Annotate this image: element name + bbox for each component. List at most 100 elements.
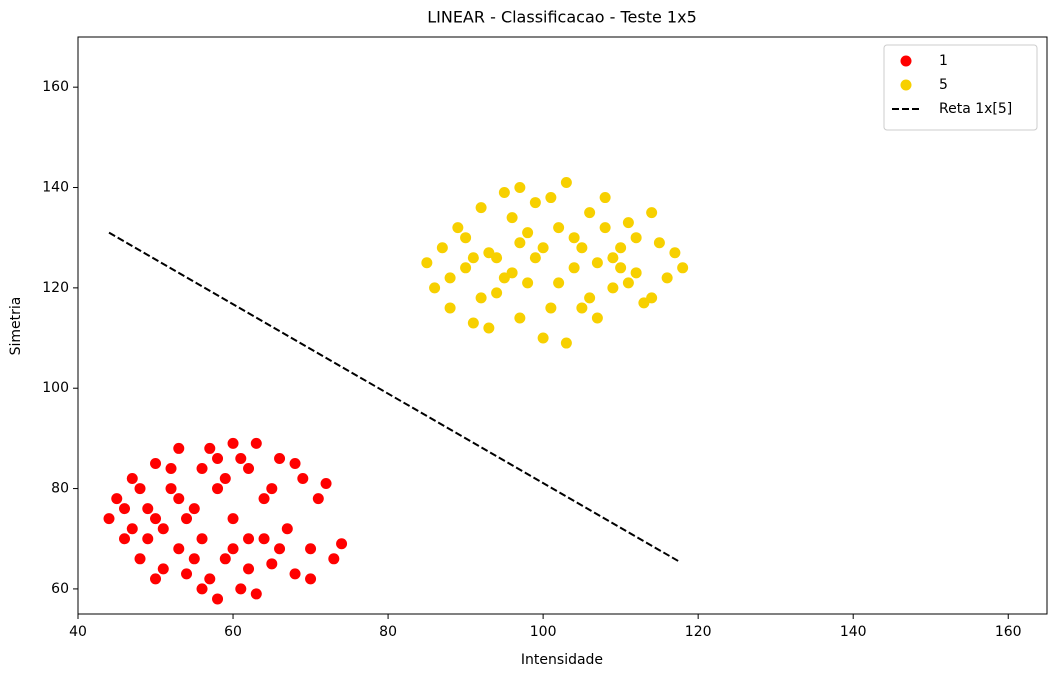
scatter-point: [181, 513, 193, 525]
scatter-point: [514, 182, 526, 194]
scatter-point: [545, 302, 557, 314]
x-axis-label: Intensidade: [521, 652, 603, 668]
scatter-point: [646, 292, 658, 304]
scatter-point: [336, 538, 348, 550]
y-tick-label: 120: [42, 280, 69, 296]
scatter-point: [219, 473, 231, 485]
scatter-point: [498, 187, 510, 199]
scatter-point: [289, 568, 301, 580]
x-tick-label: 40: [69, 624, 87, 640]
scatter-point: [576, 242, 588, 254]
scatter-point: [576, 302, 588, 314]
scatter-point: [305, 543, 317, 555]
scatter-point: [243, 533, 255, 545]
scatter-point: [103, 513, 115, 525]
plot-area: [103, 177, 689, 605]
scatter-point: [157, 523, 169, 535]
scatter-point: [599, 222, 611, 234]
scatter-point: [134, 483, 146, 495]
scatter-point: [599, 192, 611, 204]
scatter-point: [235, 452, 247, 464]
scatter-point: [553, 277, 565, 289]
scatter-point: [460, 262, 472, 274]
scatter-point: [421, 257, 433, 269]
scatter-point: [188, 503, 200, 515]
scatter-point: [212, 593, 224, 605]
scatter-point: [258, 493, 270, 505]
scatter-point: [669, 247, 681, 259]
scatter-point: [591, 312, 603, 324]
scatter-point: [568, 232, 580, 244]
scatter-point: [196, 533, 208, 545]
scatter-point: [537, 332, 549, 344]
scatter-point: [250, 437, 262, 449]
scatter-point: [250, 588, 262, 600]
scatter-point: [630, 267, 642, 279]
scatter-point: [173, 543, 185, 555]
scatter-point: [165, 483, 177, 495]
scatter-point: [134, 553, 146, 565]
scatter-point: [677, 262, 689, 274]
scatter-point: [560, 177, 572, 189]
scatter-point: [126, 523, 138, 535]
scatter-point: [266, 558, 278, 570]
scatter-point: [297, 473, 309, 485]
legend-label: 1: [939, 53, 948, 69]
scatter-point: [173, 442, 185, 454]
scatter-point: [483, 322, 495, 334]
scatter-point: [429, 282, 441, 294]
scatter-point: [444, 272, 456, 284]
scatter-point: [173, 493, 185, 505]
chart-title: LINEAR - Classificacao - Teste 1x5: [427, 8, 697, 27]
scatter-point: [196, 583, 208, 595]
scatter-point: [607, 282, 619, 294]
scatter-point: [212, 483, 224, 495]
scatter-point: [444, 302, 456, 314]
scatter-point: [514, 237, 526, 249]
scatter-point: [537, 242, 549, 254]
scatter-point: [274, 452, 286, 464]
axes-frame: [77, 36, 1048, 615]
scatter-point: [312, 493, 324, 505]
scatter-point: [591, 257, 603, 269]
x-tick-label: 100: [530, 624, 557, 640]
scatter-point: [243, 462, 255, 474]
scatter-point: [491, 252, 503, 264]
scatter-point: [266, 483, 278, 495]
scatter-point: [460, 232, 472, 244]
scatter-point: [274, 543, 286, 555]
scatter-point: [522, 277, 534, 289]
scatter-point: [204, 573, 216, 585]
scatter-point: [212, 452, 224, 464]
scatter-point: [119, 533, 131, 545]
scatter-point: [467, 252, 479, 264]
scatter-point: [219, 553, 231, 565]
scatter-point: [498, 272, 510, 284]
scatter-point: [126, 473, 138, 485]
scatter-point: [227, 543, 239, 555]
scatter-point: [227, 437, 239, 449]
scatter-point: [529, 252, 541, 264]
scatter-point: [328, 553, 340, 565]
scatter-point: [475, 292, 487, 304]
y-tick-label: 60: [51, 581, 69, 597]
scatter-point: [111, 493, 123, 505]
scatter-point: [506, 212, 518, 224]
scatter-point: [204, 442, 216, 454]
scatter-point: [281, 523, 293, 535]
legend-box: [883, 44, 1038, 131]
y-tick-label: 100: [42, 380, 69, 396]
scatter-point: [119, 503, 131, 515]
legend-marker: [900, 55, 912, 67]
legend-label: Reta 1x[5]: [939, 101, 1012, 117]
scatter-point: [622, 217, 634, 229]
scatter-point: [630, 232, 642, 244]
scatter-point: [452, 222, 464, 234]
scatter-point: [584, 207, 596, 219]
scatter-point: [475, 202, 487, 214]
scatter-point: [545, 192, 557, 204]
scatter-point: [305, 573, 317, 585]
y-tick-label: 140: [42, 180, 69, 196]
scatter-point: [615, 262, 627, 274]
